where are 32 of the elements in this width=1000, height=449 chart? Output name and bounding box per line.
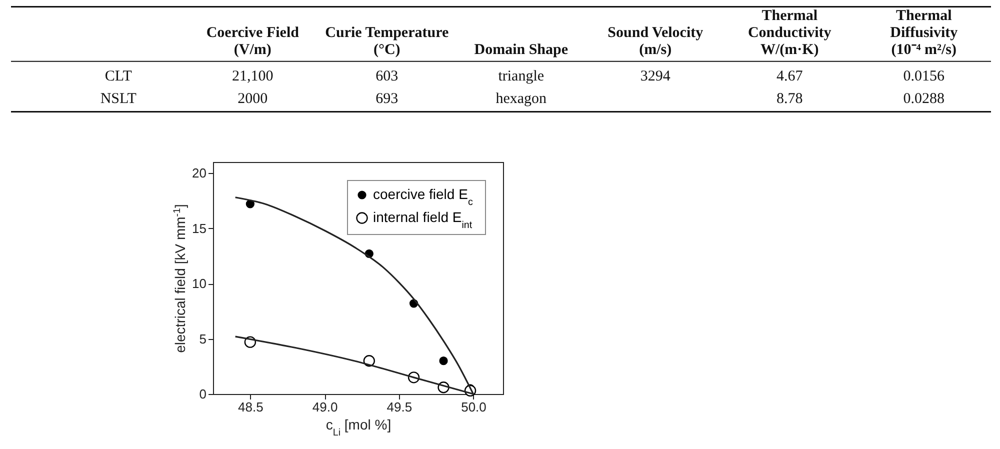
text: 2000 [238,90,268,107]
category-label: Domain Shape [474,42,568,58]
legend-label: internal field E$_{int}$ [373,209,472,230]
x-tick-label: 48.5 [238,400,264,414]
category-label: NSLT [100,90,136,107]
y-tick-label: 20 [192,166,206,181]
legend-label: coercive field E$_{c}$ [373,186,473,208]
category-label: CLT [104,68,132,84]
text: 21,100 [232,68,274,84]
text: triangle [498,68,544,84]
y-tick-label: 0 [199,386,206,402]
text: 3294 [640,68,670,84]
text: 0.0288 [903,90,944,107]
text: hexagon [496,90,547,107]
category-label: Thermal Conductivity W/(m·K) [748,8,832,58]
y-tick-label: 15 [192,220,206,236]
text: 0.0156 [903,68,944,84]
text: 4.67 [776,68,803,84]
category-label: Thermal Diffusivity (10⁻⁴ m²/s) [890,8,958,58]
y-tick-label: 10 [192,276,206,292]
category-label: Sound Velocity (m/s) [608,25,704,58]
text: 603 [376,68,398,84]
category-label: Coercive Field (V/m) [206,25,300,58]
x-tick-label: 49.5 [386,400,412,414]
y-tick-label: 5 [199,331,206,346]
x-tick-label: 49.0 [312,400,338,414]
text: 8.78 [776,90,803,107]
category-label: Curie Temperature (°C) [325,25,449,58]
x-tick-label: 50.0 [461,400,486,414]
text: 693 [376,90,398,107]
x-axis-title: c$_{Li}$ [mol %] [326,416,392,438]
point [439,356,448,366]
